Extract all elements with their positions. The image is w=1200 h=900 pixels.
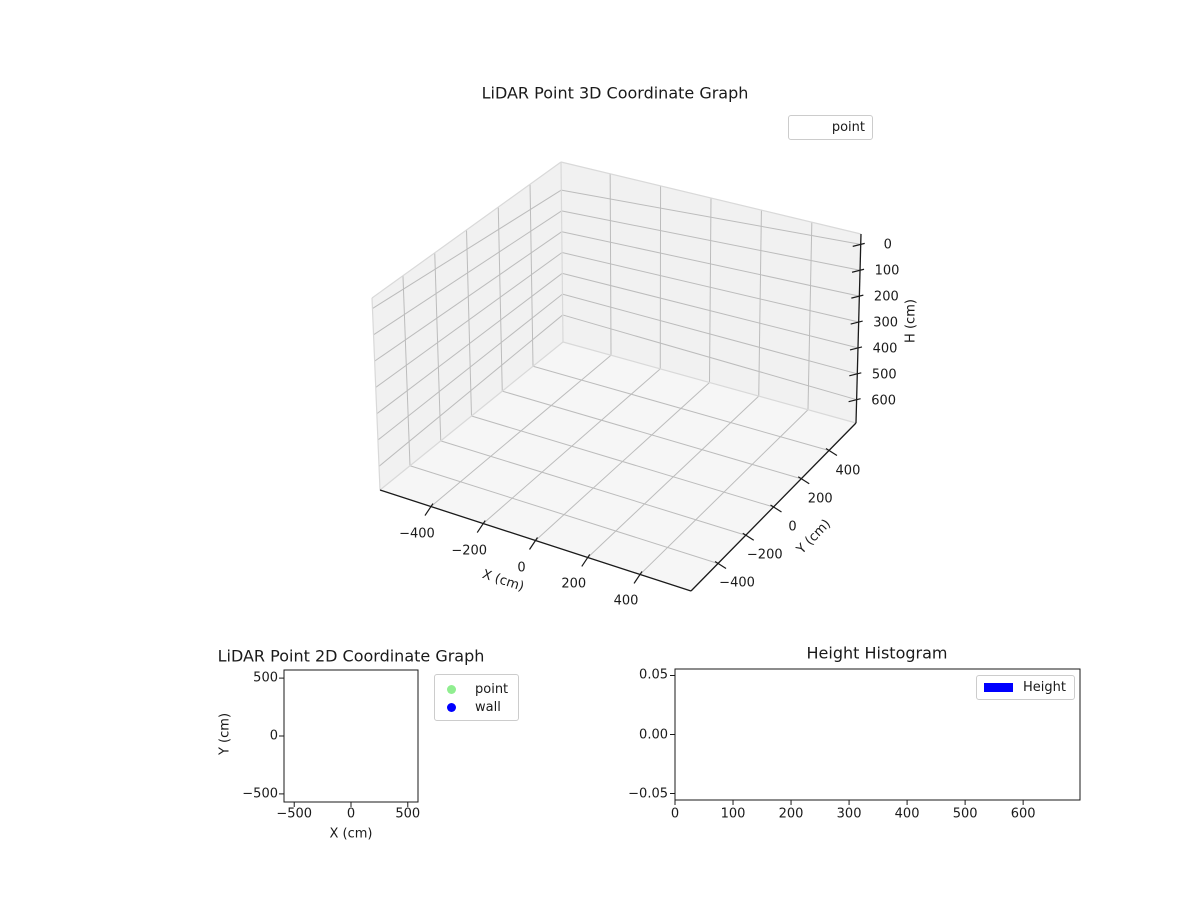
hist-legend: Height	[976, 675, 1075, 700]
h-axis-line-3d	[855, 233, 862, 424]
h-tick-label-3d: 300	[873, 315, 899, 331]
h-tick-label-3d: 0	[883, 237, 892, 253]
pane-floor	[380, 342, 856, 591]
y-tick-label-hist: −0.05	[628, 786, 668, 801]
hist-legend-label-height: Height	[1023, 680, 1066, 695]
plot3d-legend-label-point: point	[831, 120, 865, 135]
y-tick-label-3d: 200	[807, 491, 833, 507]
h-tick-mark	[849, 346, 863, 351]
y-tick-label-2d: 0	[269, 728, 278, 744]
x-tick-mark	[581, 554, 591, 567]
pane-edge	[371, 161, 562, 299]
h-tick-label-3d: 600	[871, 393, 897, 409]
x-tick-label-hist: 100	[720, 806, 746, 821]
y-tick-label-3d: −200	[746, 547, 783, 563]
y-gridline-floor	[471, 415, 774, 508]
x-tick-label-hist: 0	[670, 806, 680, 821]
plot2d-legend-row-point: point	[435, 680, 518, 698]
x-tick-label-3d: −400	[399, 526, 435, 542]
h-tick-mark	[851, 268, 865, 273]
y-gridline-wall	[497, 207, 503, 392]
y-tick-mark	[825, 448, 838, 457]
x-tick-mark	[476, 520, 486, 533]
x-gridline-wall	[758, 210, 762, 397]
plot2d-legend-label-wall: wall	[475, 699, 501, 715]
pane-edge	[371, 297, 381, 491]
x-tick-label-3d: 400	[613, 593, 639, 609]
y-gridline-floor	[409, 465, 719, 564]
y-tick-label-2d: 500	[253, 670, 278, 686]
plot2d-xaxis-label: X (cm)	[329, 826, 373, 842]
pane-edge	[379, 341, 564, 491]
plot2d-legend: point wall	[434, 674, 519, 721]
x-tick-label-hist: 400	[894, 806, 920, 821]
x-tick-label-2d: −500	[276, 806, 313, 821]
plot2d-title: LiDAR Point 2D Coordinate Graph	[217, 646, 485, 666]
x-tick-label-2d: 500	[395, 806, 421, 821]
y-tick-label-3d: −400	[719, 575, 755, 591]
plot2d-yaxis-label: Y (cm)	[217, 712, 233, 756]
y-gridline-wall	[529, 184, 534, 367]
y-tick-label-2d: −500	[242, 786, 278, 802]
y-tick-label-3d: 400	[835, 463, 861, 479]
y-gridline-floor	[532, 365, 830, 452]
h-tick-mark	[850, 320, 863, 325]
pane-left	[372, 162, 563, 490]
plot2d-legend-label-point: point	[475, 681, 509, 697]
point-marker-icon	[447, 684, 456, 694]
x-gridline-wall	[709, 197, 712, 383]
pane-right	[561, 162, 861, 423]
plot3d-legend: point	[788, 115, 873, 140]
h-tick-label-3d: 100	[874, 263, 900, 279]
x-tick-label-3d: −200	[451, 543, 488, 559]
y-gridline-wall	[466, 229, 472, 417]
x-tick-label-2d: 0	[346, 806, 356, 821]
y-tick-label-hist: 0.05	[639, 667, 668, 683]
h-tick-label-3d: 200	[873, 289, 899, 305]
pane-edge	[560, 161, 564, 343]
y-tick-mark	[714, 560, 727, 569]
height-swatch-icon	[984, 683, 1013, 692]
h-tick-mark	[851, 294, 864, 299]
y-gridline-floor	[440, 440, 746, 536]
x-tick-mark	[424, 503, 434, 516]
x-tick-label-3d: 200	[561, 576, 587, 592]
x-tick-mark	[529, 537, 538, 550]
x-tick-label-hist: 300	[836, 806, 862, 821]
y-tick-mark	[770, 504, 782, 513]
y-tick-label-3d: 0	[788, 519, 797, 535]
pane-edge	[560, 161, 862, 235]
hist-title: Height Histogram	[806, 643, 948, 663]
x-tick-label-hist: 600	[1010, 806, 1036, 821]
h-tick-label-3d: 400	[872, 341, 898, 357]
pane-edge	[562, 341, 857, 424]
y-tick-label-hist: 0.00	[639, 727, 668, 742]
wall-marker-icon	[447, 702, 456, 712]
h-tick-mark	[849, 372, 862, 377]
x-gridline-wall	[609, 173, 612, 356]
plot2d-legend-row-wall: wall	[435, 698, 518, 716]
x-tick-label-hist: 200	[778, 806, 804, 821]
x-tick-label-3d: 0	[517, 560, 526, 575]
y-gridline-wall	[402, 275, 411, 466]
plot2d-frame	[283, 669, 419, 803]
h-tick-mark	[852, 242, 865, 247]
x-gridline-wall	[807, 222, 813, 410]
h-tick-mark	[848, 398, 861, 403]
y-gridline-floor	[502, 390, 802, 480]
y-tick-mark	[797, 476, 810, 485]
h-tick-label-3d: 500	[871, 367, 897, 383]
plot3d-title: LiDAR Point 3D Coordinate Graph	[481, 83, 749, 103]
y-gridline-wall	[434, 252, 442, 441]
plot3d-zaxis-label: H (cm)	[903, 299, 919, 343]
x-tick-mark	[633, 571, 643, 584]
x-tick-label-hist: 500	[952, 806, 978, 821]
y-tick-mark	[742, 532, 755, 541]
